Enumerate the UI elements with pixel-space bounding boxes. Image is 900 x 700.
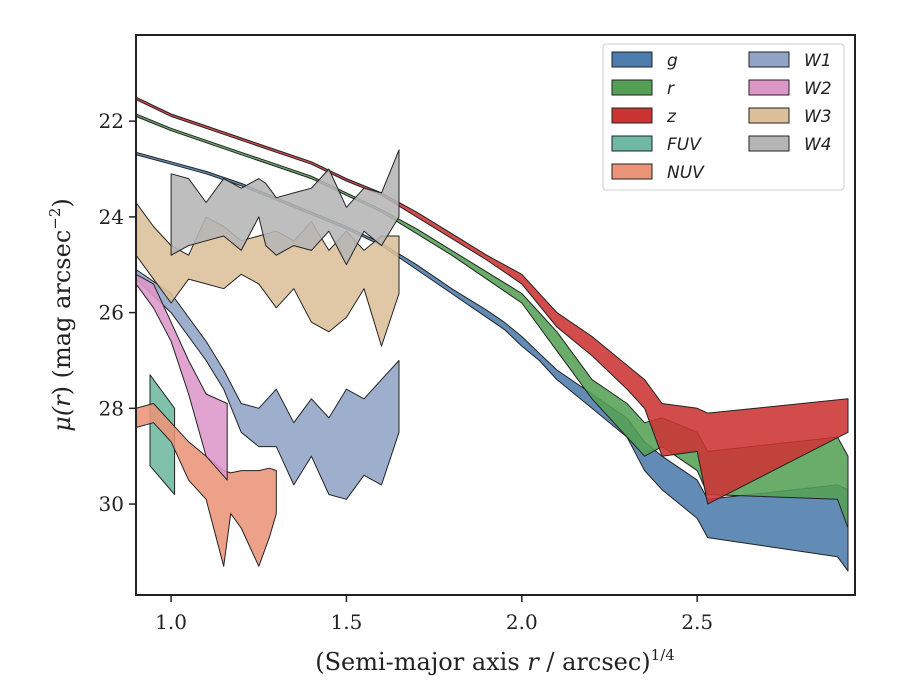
y-tick-label: 28	[99, 396, 124, 420]
y-tick-label: 26	[99, 301, 124, 325]
legend-label-z: z	[666, 107, 677, 127]
plot-frame	[135, 34, 856, 596]
legend-label-r: r	[667, 79, 675, 99]
legend-label-fuv: FUV	[667, 135, 702, 155]
series-bands	[136, 96, 849, 572]
legend-label-w1: W1	[804, 51, 832, 71]
band-w1	[136, 269, 400, 500]
legend-label-w2: W2	[804, 79, 832, 99]
band-g	[136, 151, 849, 572]
legend: grz FUV NUV W1 W2 W3 W4	[602, 43, 845, 191]
legend-swatch-z	[611, 107, 653, 124]
x-tick-label: 2.0	[506, 610, 538, 634]
x-tick-label: 1.0	[155, 610, 187, 634]
x-axis-label: (Semi-major axis r / arcsec)1/4	[315, 646, 675, 676]
legend-label-w3: W3	[804, 107, 832, 127]
y-axis-label: μ(r) (mag arcsec−2)	[46, 198, 76, 432]
band-w4	[170, 149, 400, 266]
legend-swatch-w1	[748, 51, 790, 68]
y-axis: 22 24 26 28 30	[99, 109, 136, 516]
legend-swatch-nuv	[611, 163, 653, 180]
band-nuv	[136, 403, 277, 567]
legend-label-g: g	[667, 51, 678, 71]
legend-swatch-w3	[748, 107, 790, 124]
legend-label-nuv: NUV	[667, 163, 705, 183]
y-tick-label: 24	[99, 205, 124, 229]
x-tick-label: 2.5	[681, 610, 713, 634]
band-w2	[136, 273, 228, 481]
legend-swatch-g	[611, 51, 653, 68]
y-tick-label: 30	[99, 492, 124, 516]
band-fuv	[149, 374, 176, 495]
band-z	[136, 96, 849, 505]
legend-label-w4: W4	[804, 135, 832, 155]
legend-swatch-fuv	[611, 135, 653, 152]
legend-swatch-w4	[748, 135, 790, 152]
x-axis: 1.0 1.5 2.0 2.5	[155, 595, 713, 634]
legend-swatch-r	[611, 79, 653, 96]
x-tick-label: 1.5	[331, 610, 363, 634]
y-tick-label: 22	[99, 109, 124, 133]
legend-swatch-w2	[748, 79, 790, 96]
